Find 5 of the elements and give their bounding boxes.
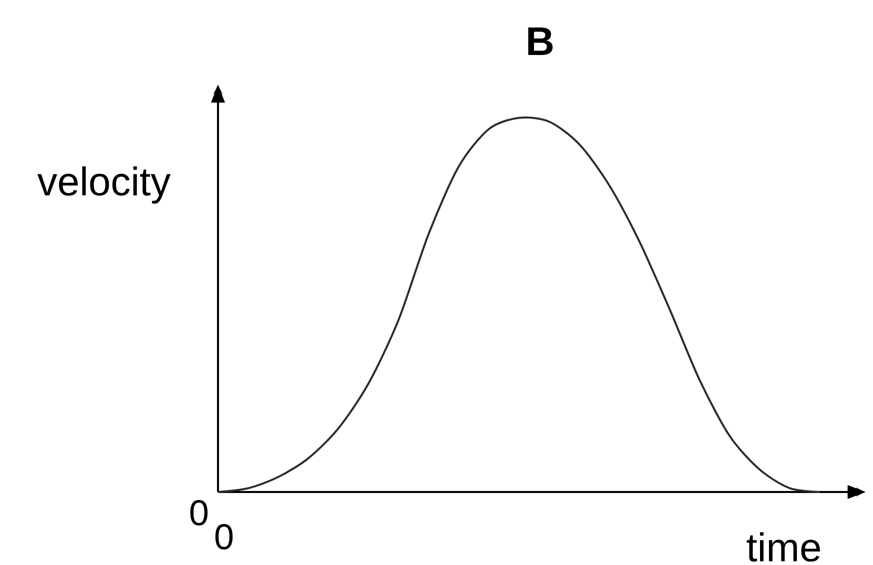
x-axis-title: time bbox=[746, 532, 820, 562]
text: 0 bbox=[215, 524, 233, 550]
text: 0 bbox=[190, 500, 208, 526]
chart-title: B bbox=[528, 27, 553, 55]
y-axis-title: velocity bbox=[37, 166, 171, 204]
